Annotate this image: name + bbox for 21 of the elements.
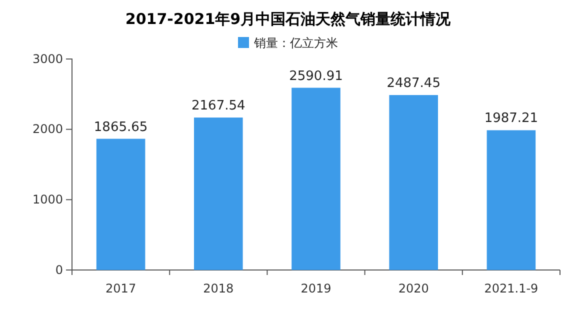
x-tick-label: 2021.1-9 [484, 282, 538, 296]
bar [96, 138, 146, 270]
data-label: 1987.21 [484, 111, 538, 126]
y-tick-label: 1000 [32, 192, 63, 207]
data-label: 1865.65 [94, 120, 148, 135]
legend-label: 销量：亿立方米 [253, 36, 338, 50]
x-tick-label: 2019 [300, 282, 332, 296]
chart-title: 2017-2021年9月中国石油天然气销量统计情况 [125, 10, 452, 28]
bar [486, 130, 536, 270]
bar [389, 95, 438, 270]
y-tick-label: 3000 [32, 52, 63, 66]
x-tick-label: 2020 [398, 282, 429, 296]
data-label: 2167.54 [192, 98, 246, 114]
y-tick-label: 2000 [32, 122, 63, 136]
bar [194, 118, 243, 270]
y-tick-label: 0 [55, 262, 63, 277]
data-label: 2487.45 [386, 76, 440, 92]
x-tick-label: 2017 [106, 282, 136, 296]
x-tick-label: 2018 [203, 282, 234, 296]
bar [292, 88, 340, 270]
data-label: 2590.91 [289, 68, 343, 84]
